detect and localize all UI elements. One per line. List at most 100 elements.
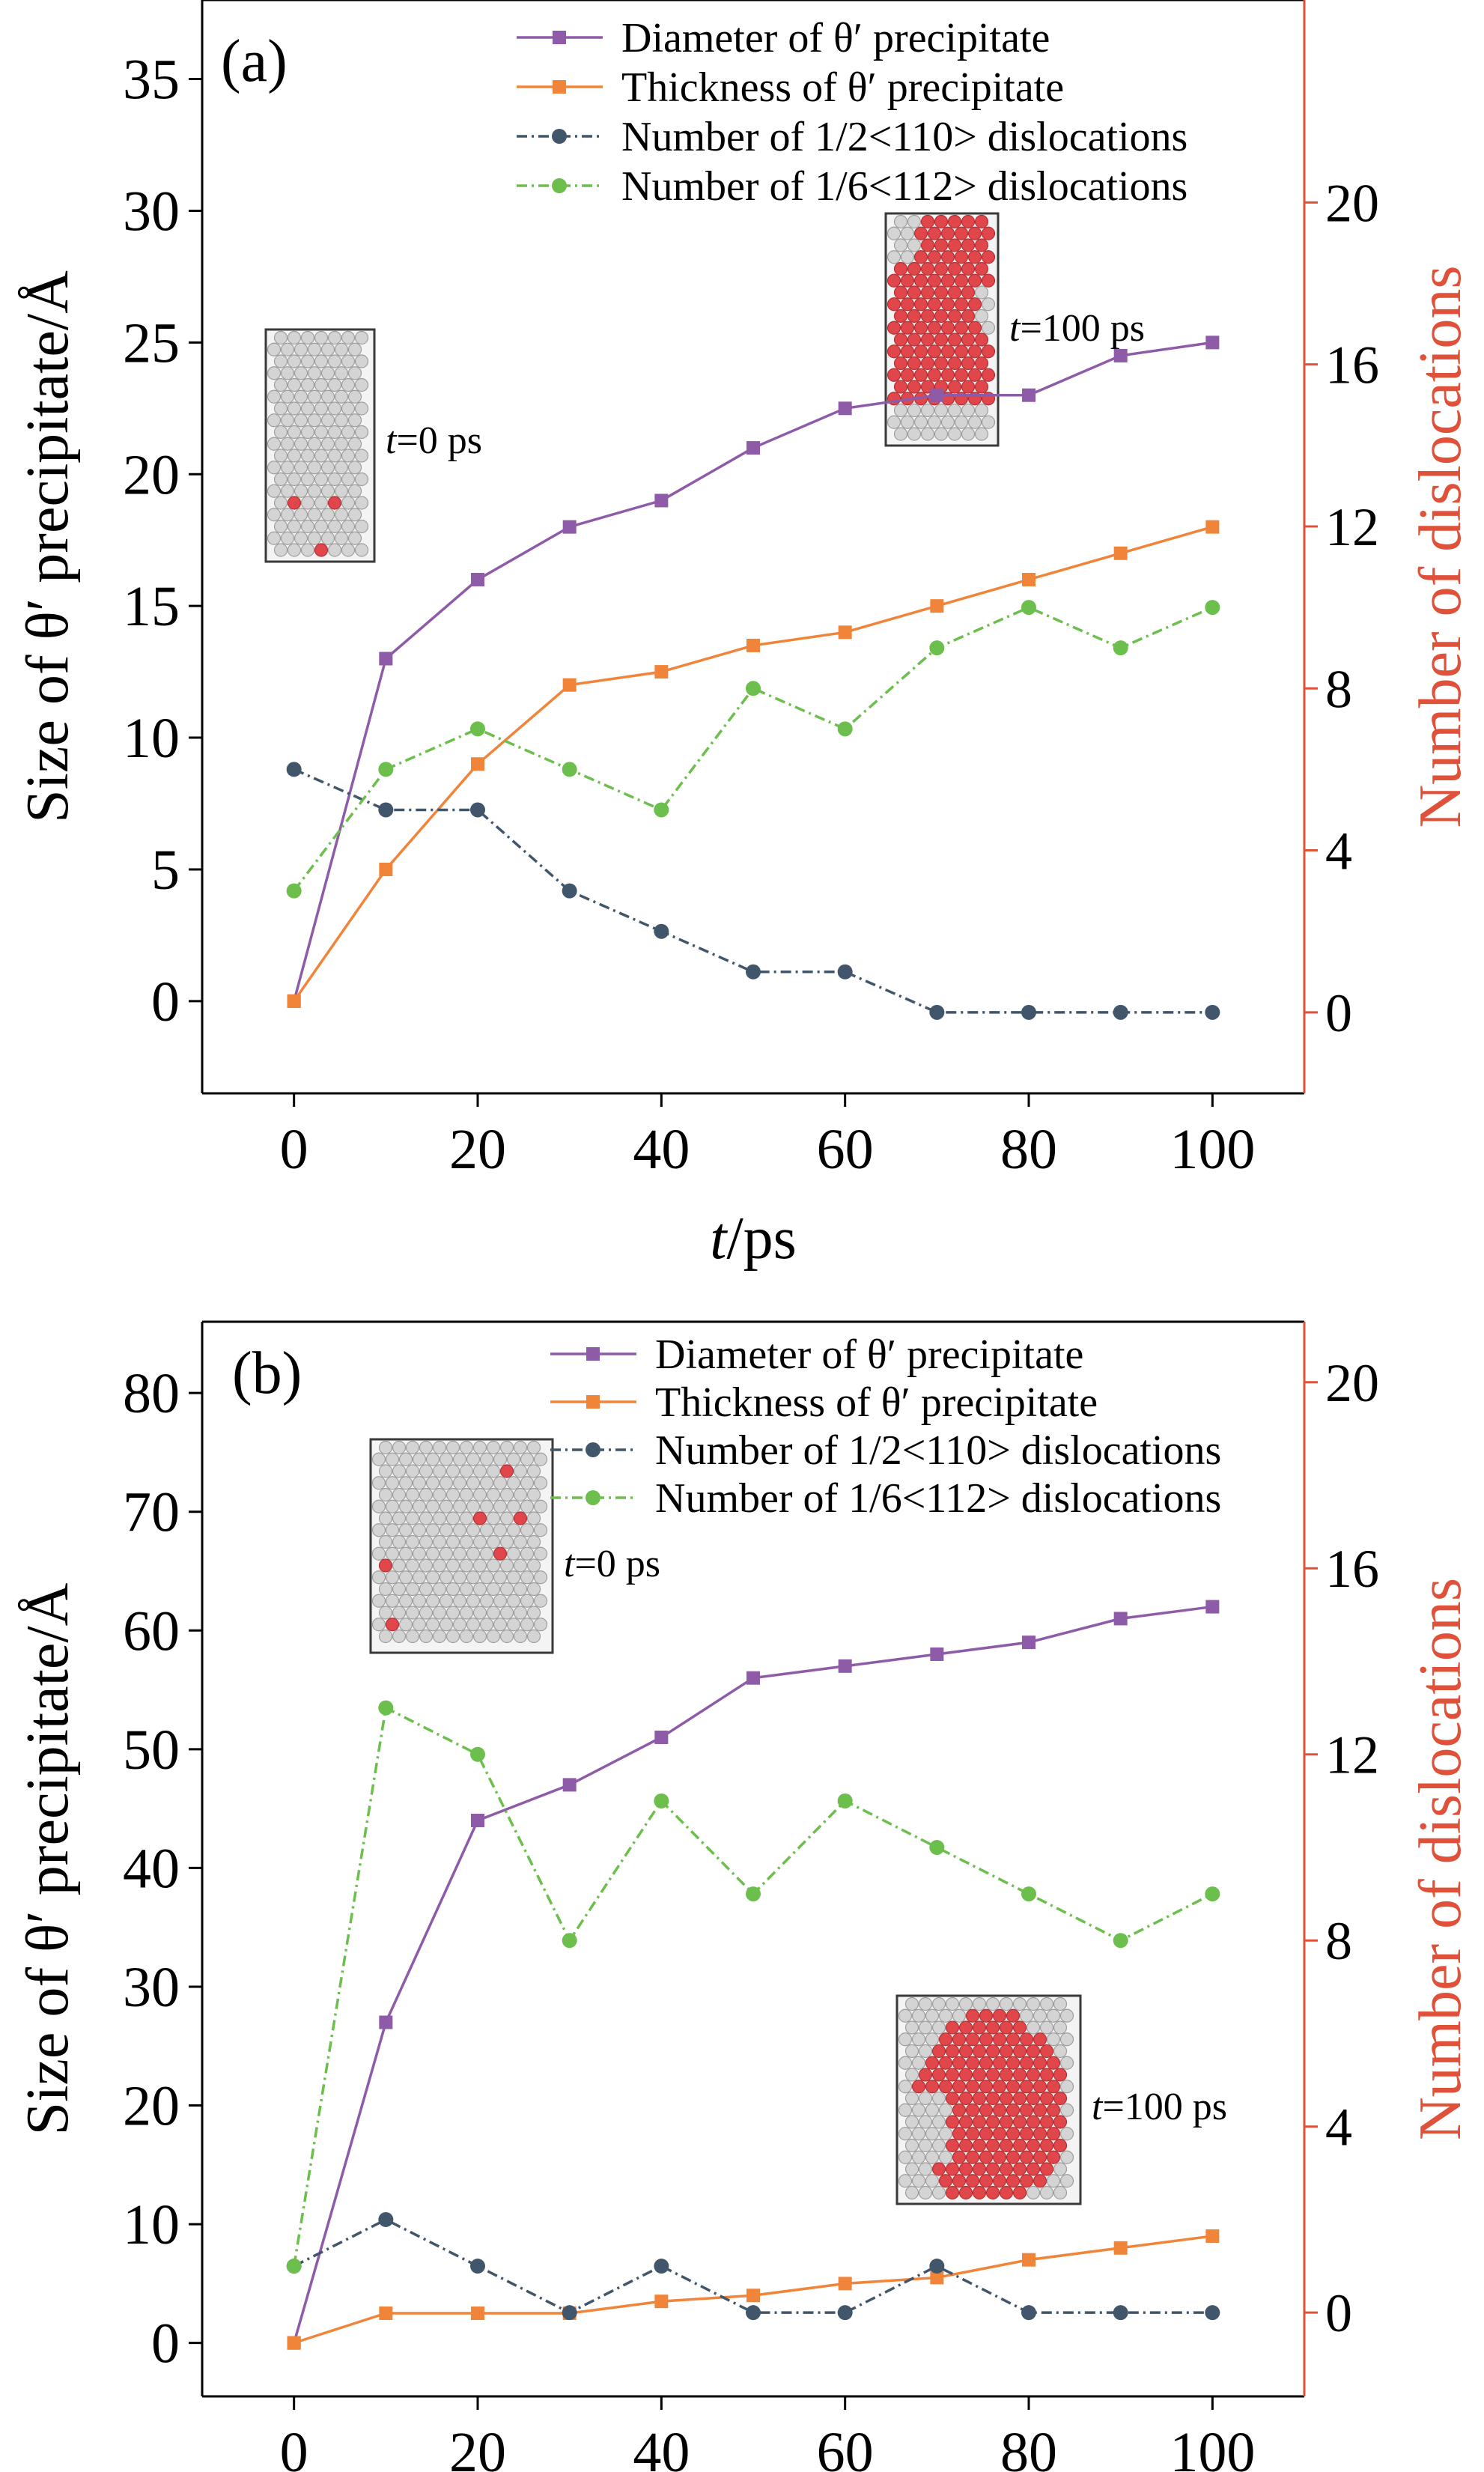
data-point [1021, 2305, 1036, 2321]
atom-gray [900, 250, 915, 264]
atom-gray [445, 1582, 460, 1597]
atom-gray [925, 2008, 940, 2023]
atom-gray [432, 1629, 447, 1644]
atom-red [900, 368, 915, 382]
atom-red [967, 321, 982, 335]
atom-gray [405, 1487, 420, 1502]
atom-red [958, 2044, 973, 2059]
atom-red [1019, 2174, 1034, 2188]
atom-gray [405, 1534, 420, 1549]
data-point [838, 625, 852, 640]
atom-gray [432, 1558, 447, 1573]
atom-red [992, 2127, 1007, 2141]
atom-gray [385, 1523, 400, 1537]
atom-gray [938, 2008, 953, 2023]
atom-red [961, 356, 976, 371]
data-point [654, 665, 669, 679]
atom-gray [486, 1629, 501, 1644]
atom-red [1033, 2103, 1047, 2117]
atom-gray [918, 2162, 933, 2176]
atom-gray [273, 496, 288, 510]
atom-red [893, 380, 908, 394]
atom-gray [314, 472, 329, 487]
atom-red [1019, 2032, 1034, 2047]
legend-swatch-marker [586, 1347, 600, 1361]
atom-gray [398, 1618, 413, 1632]
data-point [654, 802, 669, 818]
atom-gray [459, 1606, 474, 1620]
atom-gray [904, 2091, 919, 2106]
atom-gray [479, 1594, 494, 1608]
atom-gray [520, 1546, 535, 1561]
x-tick-label: 40 [633, 2421, 690, 2472]
atom-gray [385, 1546, 400, 1561]
atom-gray [887, 250, 901, 264]
atom-gray [419, 1487, 434, 1502]
atom-red [1033, 2174, 1047, 2188]
atom-gray [392, 1511, 407, 1525]
atom-red [945, 2185, 960, 2200]
atom-red [992, 2080, 1007, 2094]
atom-red [1039, 2044, 1054, 2059]
atom-gray [493, 1618, 508, 1632]
atom-red [940, 250, 955, 264]
atom-gray [392, 1558, 407, 1573]
atom-red [947, 332, 962, 347]
data-point [471, 572, 484, 586]
atom-gray [392, 1629, 407, 1644]
atom-red [981, 344, 996, 359]
atom-gray [918, 2044, 933, 2059]
atom-gray [347, 389, 362, 404]
data-point [929, 1839, 945, 1855]
atom-gray [371, 1594, 386, 1608]
data-point [837, 1793, 853, 1809]
legend-entry: Diameter of θ′ precipitate [655, 1331, 1083, 1378]
atom-gray [392, 1534, 407, 1549]
atom-gray [354, 472, 369, 487]
atom-gray [472, 1487, 487, 1502]
atom-red [972, 2115, 987, 2129]
atom-red [940, 321, 955, 335]
atom-red [938, 2174, 953, 2188]
atom-gray [459, 1440, 474, 1455]
atom-red [965, 2103, 980, 2117]
data-point [379, 862, 393, 876]
x-tick-label: 40 [633, 1118, 690, 1181]
atom-gray [931, 2185, 946, 2200]
atom-gray [466, 1452, 481, 1466]
atom-gray [378, 1582, 393, 1597]
atom-red [967, 226, 982, 240]
atom-gray [327, 425, 342, 440]
chart-panel-a: 0 20 40 60 80 100 0 5 10 15 20 25 30 35 0 4 8 12 16 20 t/ps S… [15, 0, 1474, 1272]
atom-gray [466, 1499, 481, 1513]
atom-gray [493, 1452, 508, 1466]
data-point [1205, 2229, 1220, 2243]
chart-panel-b: 02040608010001020304050607080048121620t/… [15, 1320, 1474, 2472]
atom-gray [307, 389, 322, 404]
atom-gray [314, 354, 329, 368]
atom-gray [419, 1464, 434, 1478]
atom-gray [432, 1511, 447, 1525]
atom-red [961, 380, 976, 394]
atom-red [1006, 2150, 1021, 2164]
atom-gray [1053, 1996, 1068, 2011]
atom-red [972, 2162, 987, 2176]
atom-red [979, 2150, 994, 2164]
atom-red [934, 214, 949, 229]
atom-red [992, 2008, 1007, 2023]
atom-red [958, 2185, 973, 2200]
atom-gray [307, 531, 322, 545]
atom-gray [904, 2138, 919, 2153]
atom-red [1039, 2068, 1054, 2082]
data-point [746, 638, 760, 652]
atom-red [1019, 2080, 1034, 2094]
atom-gray [327, 354, 342, 368]
atom-gray [371, 1546, 386, 1561]
atom-red [947, 238, 962, 252]
atom-red [1039, 2091, 1054, 2106]
atom-red [907, 261, 922, 276]
atom-gray [904, 1996, 919, 2011]
atom-gray [378, 1606, 393, 1620]
atom-red [911, 2080, 926, 2094]
atom-gray [459, 1487, 474, 1502]
